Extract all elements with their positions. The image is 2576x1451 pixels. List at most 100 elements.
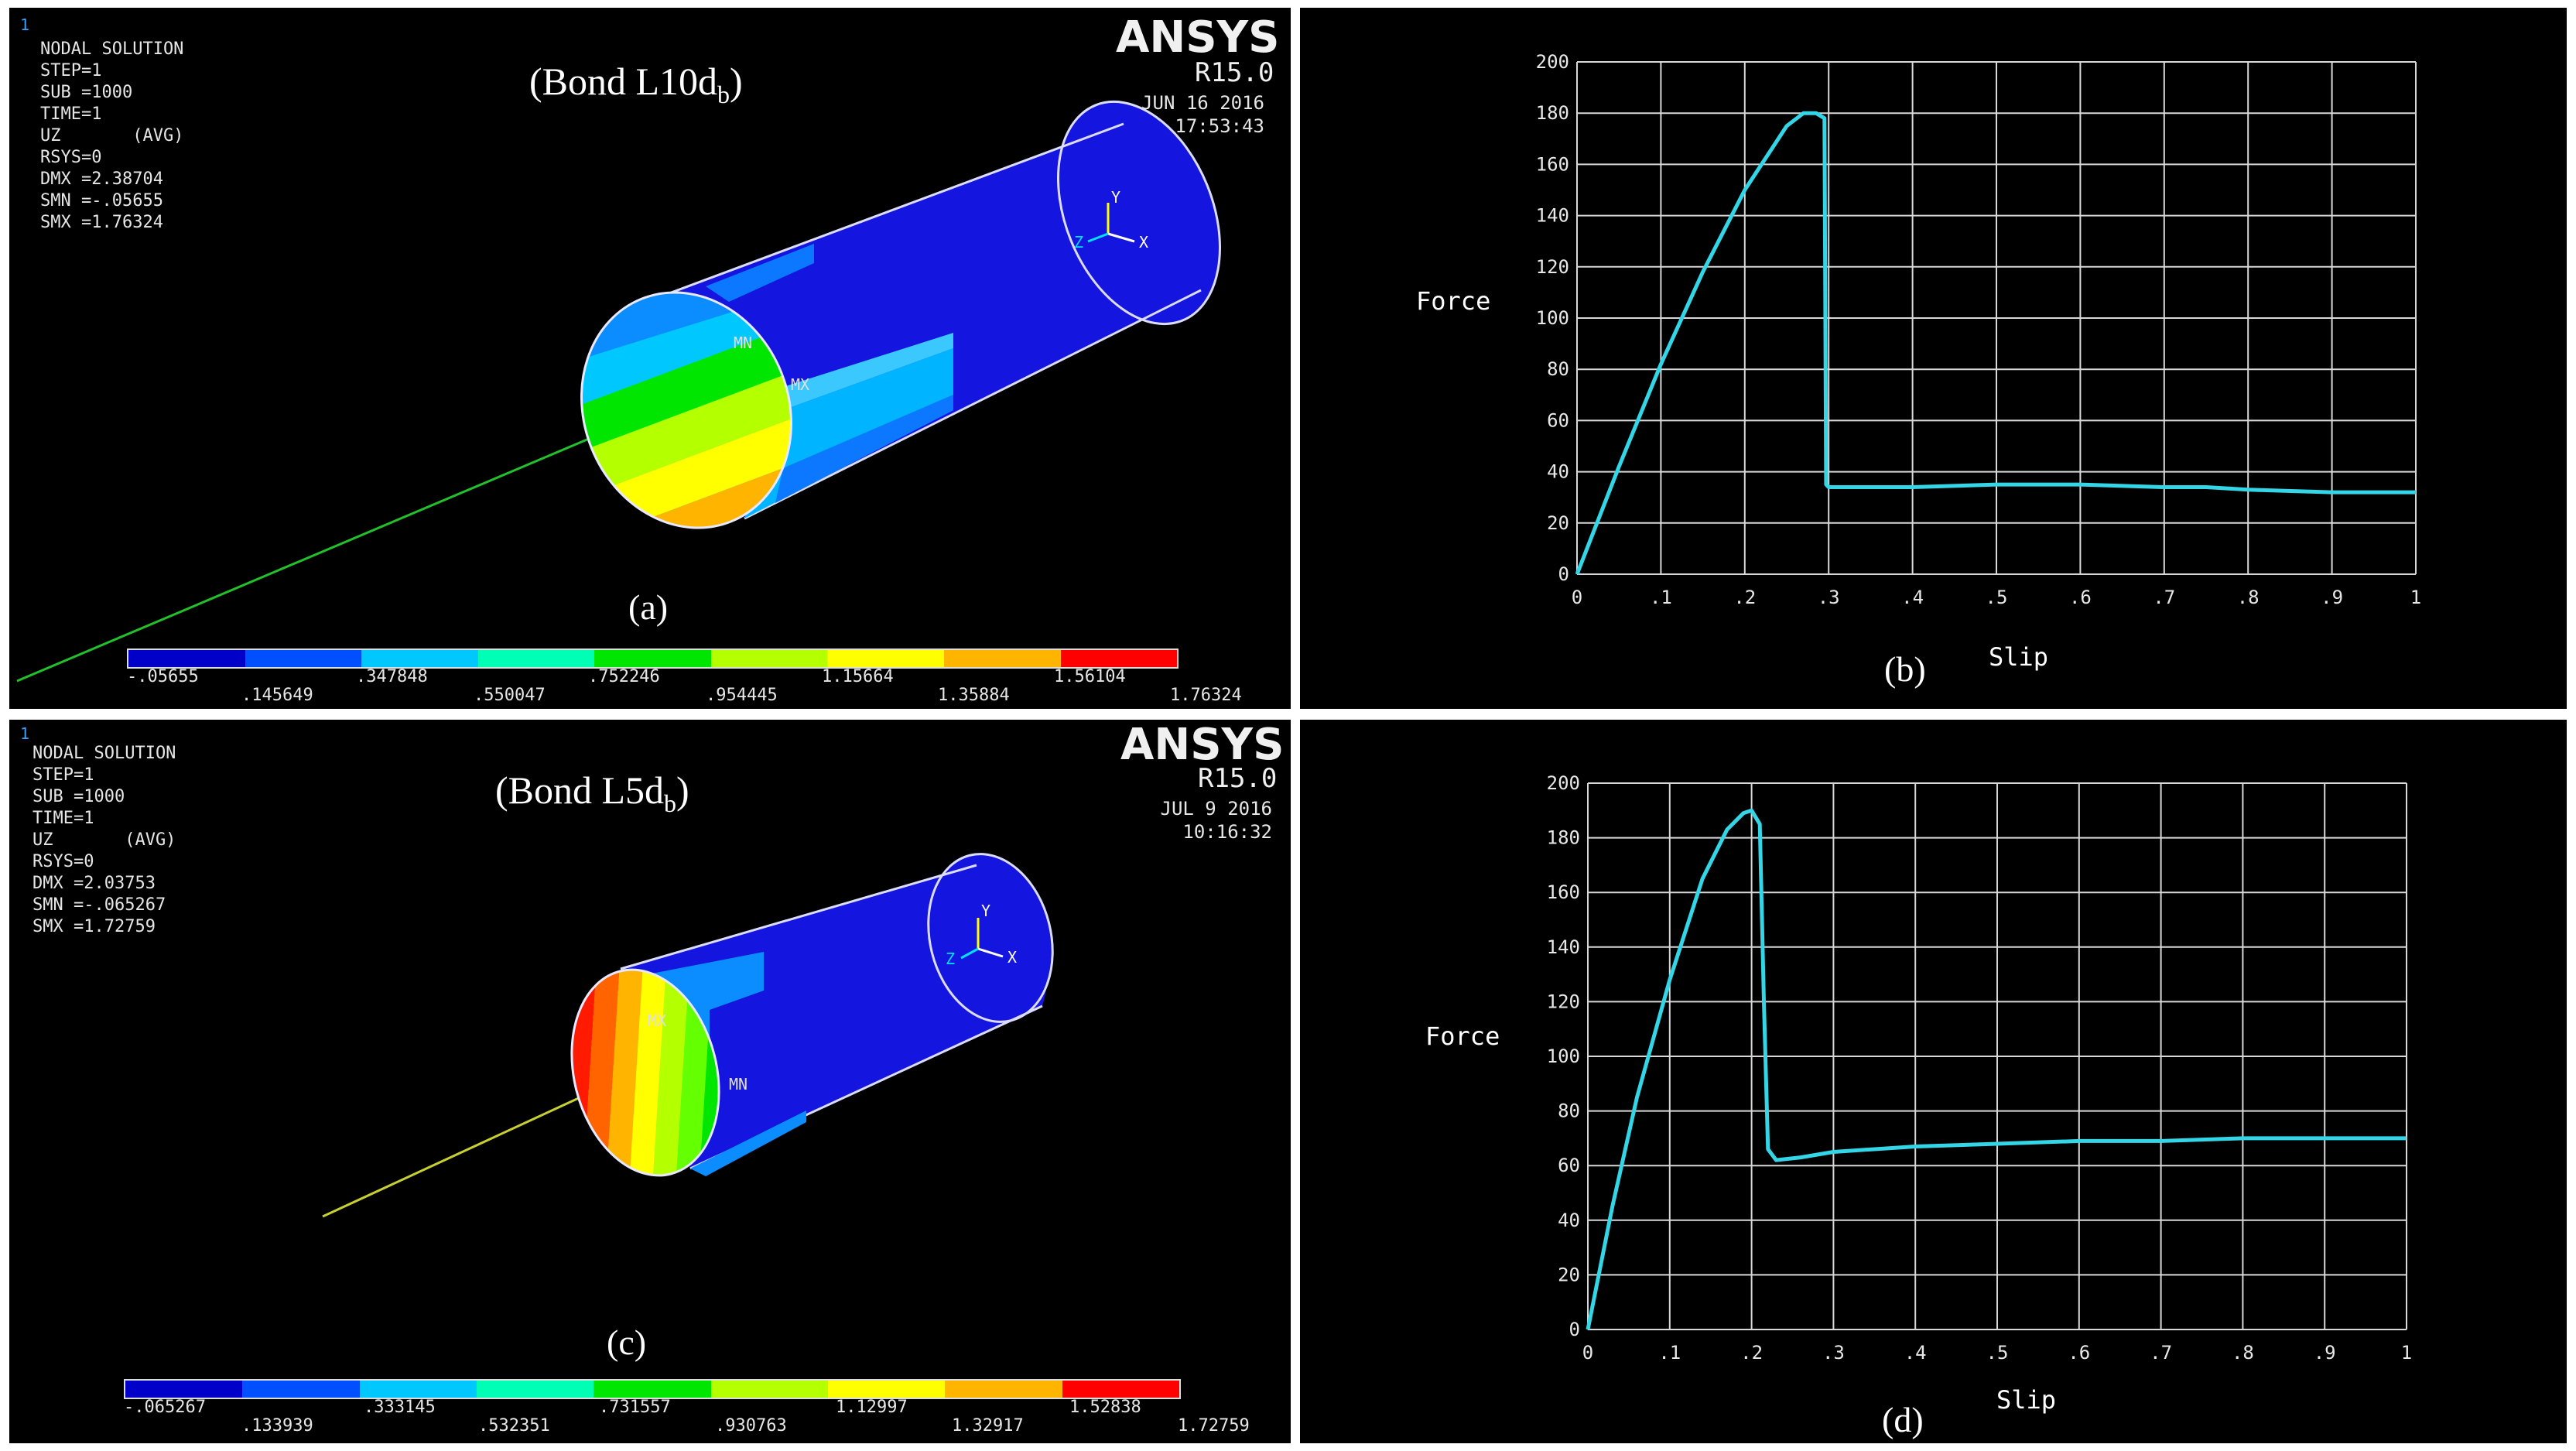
svg-text:X: X <box>1007 948 1017 967</box>
max-marker: MX <box>791 375 809 394</box>
y-tick-label: 60 <box>1547 409 1569 431</box>
panel-caption-c: (c) <box>607 1323 647 1362</box>
y-tick-label: 160 <box>1547 881 1580 903</box>
x-tick-label: .1 <box>1650 587 1672 608</box>
legend-value: 1.15664 <box>822 667 894 686</box>
svg-text:Y: Y <box>1111 188 1120 207</box>
x-tick-label: .4 <box>1904 1342 1927 1364</box>
y-axis-label: Force <box>1425 1022 1500 1051</box>
legend-value: .752246 <box>588 667 660 686</box>
x-tick-label: .5 <box>1986 1342 2009 1364</box>
y-tick-label: 0 <box>1569 1319 1580 1340</box>
solution-info: NODAL SOLUTION STEP=1 SUB =1000 TIME=1 UZ (… <box>40 39 184 232</box>
ansys-panel-a: 1 NODAL SOLUTION STEP=1 SUB =1000 TIME=1 UZ… <box>9 8 1291 709</box>
x-axis-label: Slip <box>1996 1385 2056 1415</box>
cylinder-model-c: MX MN Y X Z <box>322 853 1054 1218</box>
contour-legend <box>127 649 1179 669</box>
legend-swatch <box>710 650 828 667</box>
force-slip-chart-b: 0 .1 .2 .3 .4 .5 .6 .7 .8 .9 1 0 20 40 60 80 100 120 140 16… <box>1416 51 2421 689</box>
panel-caption-a: (a) <box>628 587 669 627</box>
cylinder-model-a: MN MX Y X Z <box>16 100 1221 683</box>
legend-swatch <box>125 1381 243 1398</box>
x-tick-label: .3 <box>1822 1342 1845 1364</box>
x-axis-label: Slip <box>1989 642 2048 672</box>
chart-panel-d: 0 .1 .2 .3 .4 .5 .6 .7 .8 .9 1 0 20 40 60 80 100 120 140 16… <box>1300 720 2567 1443</box>
version-label: R15.0 <box>1198 763 1278 794</box>
y-tick-label: 120 <box>1536 256 1569 278</box>
legend-swatch <box>827 650 944 667</box>
legend-swatch <box>827 1381 946 1398</box>
x-tick-label: .7 <box>2153 587 2175 608</box>
y-tick-label: 80 <box>1547 358 1569 380</box>
date-time: JUN 16 2016 17:53:43 <box>1141 92 1264 137</box>
legend-swatch <box>594 1381 711 1398</box>
x-tick-label: .6 <box>2069 587 2092 608</box>
x-tick-label: 1 <box>2401 1342 2412 1364</box>
version-label: R15.0 <box>1195 57 1274 88</box>
y-tick-label: 40 <box>1558 1210 1580 1231</box>
legend-swatch <box>945 1381 1062 1398</box>
legend-swatch <box>477 650 595 667</box>
y-tick-label: 80 <box>1558 1100 1580 1122</box>
legend-value: 1.32917 <box>952 1416 1024 1436</box>
y-tick-label: 200 <box>1536 51 1569 73</box>
figure-title: (Bond L10db) <box>529 60 743 108</box>
date-time: JUL 9 2016 10:16:32 <box>1160 798 1273 843</box>
legend-value: .731557 <box>599 1398 671 1417</box>
svg-text:Z: Z <box>1074 233 1083 252</box>
legend-swatch <box>128 650 245 667</box>
axis-triad: Y X Z <box>1074 188 1148 252</box>
y-tick-label: 100 <box>1547 1045 1580 1067</box>
y-tick-label: 20 <box>1558 1264 1580 1285</box>
x-tick-label: .5 <box>1986 587 2008 608</box>
x-tick-label: .2 <box>1733 587 1756 608</box>
contour-legend <box>124 1379 1181 1399</box>
solution-info: NODAL SOLUTION STEP=1 SUB =1000 TIME=1 UZ (… <box>32 744 176 936</box>
x-tick-label: .7 <box>2150 1342 2172 1364</box>
legend-value: .930763 <box>715 1416 787 1436</box>
min-marker: MN <box>734 334 752 352</box>
window-number: 1 <box>20 724 30 743</box>
svg-text:Z: Z <box>946 950 955 968</box>
y-tick-label: 40 <box>1547 461 1569 483</box>
legend-value: -.065267 <box>124 1398 206 1417</box>
y-tick-label: 200 <box>1547 772 1580 794</box>
max-marker: MX <box>648 1011 666 1030</box>
legend-value: 1.52838 <box>1069 1398 1141 1417</box>
min-marker: MN <box>729 1075 747 1093</box>
legend-value: 1.56104 <box>1054 667 1126 686</box>
x-tick-label: .9 <box>2314 1342 2336 1364</box>
legend-swatch <box>1060 650 1178 667</box>
y-tick-label: 180 <box>1547 827 1580 849</box>
figure-title: (Bond L5db) <box>495 768 689 817</box>
ansys-panel-c: 1 NODAL SOLUTION STEP=1 SUB =1000 TIME=1 UZ… <box>9 720 1291 1443</box>
legend-swatch <box>359 1381 477 1398</box>
y-tick-label: 0 <box>1558 563 1569 585</box>
x-tick-label: .8 <box>2232 1342 2254 1364</box>
far-end-cap <box>1057 100 1221 326</box>
x-tick-label: .8 <box>2237 587 2260 608</box>
legend-swatch <box>1062 1381 1179 1398</box>
y-tick-label: 160 <box>1536 153 1569 175</box>
y-tick-label: 120 <box>1547 991 1580 1012</box>
force-slip-chart-d: 0 .1 .2 .3 .4 .5 .6 .7 .8 .9 1 0 20 40 60 80 100 120 140 16… <box>1425 772 2412 1439</box>
legend-value: 1.76324 <box>1170 686 1242 705</box>
svg-text:Y: Y <box>981 902 990 920</box>
ansys-logo: ANSYS <box>1116 12 1280 63</box>
legend-swatch <box>361 650 478 667</box>
y-tick-label: 100 <box>1536 307 1569 329</box>
legend-value: .145649 <box>241 686 313 705</box>
axis-triad: Y X Z <box>946 902 1017 968</box>
svg-text:X: X <box>1139 233 1148 252</box>
x-tick-label: 0 <box>1572 587 1582 608</box>
legend-value: 1.72759 <box>1178 1416 1250 1436</box>
y-tick-label: 180 <box>1536 102 1569 124</box>
x-tick-label: .6 <box>2068 1342 2090 1364</box>
x-tick-label: .9 <box>2321 587 2343 608</box>
y-tick-label: 140 <box>1536 205 1569 227</box>
legend-swatch <box>710 1381 828 1398</box>
legend-value: 1.35884 <box>938 686 1010 705</box>
panel-caption: (b) <box>1884 649 1926 689</box>
y-tick-label: 140 <box>1547 936 1580 958</box>
legend-value: .333145 <box>364 1398 436 1417</box>
